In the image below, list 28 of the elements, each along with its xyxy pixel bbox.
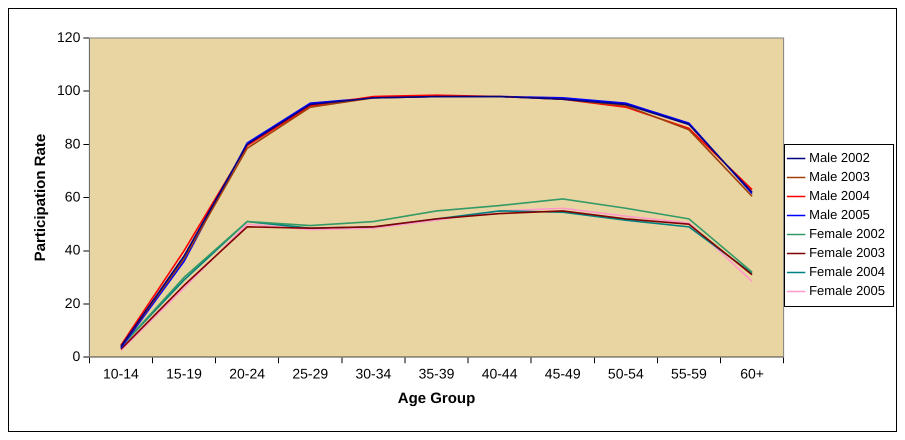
y-tick-label: 60 — [64, 188, 81, 204]
legend-label: Female 2003 — [809, 245, 886, 260]
x-tick-label: 30-34 — [355, 365, 392, 382]
y-axis-title: Participation Rate — [32, 134, 50, 262]
x-tick-label: 50-54 — [608, 365, 644, 382]
legend-label: Female 2005 — [809, 283, 886, 298]
x-tick-label: 10-14 — [103, 365, 140, 382]
y-tick-label: 20 — [64, 294, 81, 311]
legend-label: Female 2002 — [809, 226, 886, 242]
y-tick-label: 100 — [57, 82, 81, 98]
y-tick-label: 40 — [64, 242, 81, 258]
legend-label: Male 2002 — [809, 150, 870, 166]
x-tick-label: 40-44 — [482, 365, 518, 382]
y-tick-label: 120 — [57, 28, 81, 45]
legend-label: Male 2004 — [809, 188, 870, 204]
x-tick-label: 60+ — [740, 365, 764, 382]
y-tick-label: 0 — [72, 348, 81, 364]
legend-label: Male 2005 — [809, 207, 870, 222]
x-tick-label: 20-24 — [229, 365, 266, 382]
x-tick-label: 35-39 — [418, 365, 455, 382]
y-tick-label: 80 — [64, 135, 81, 152]
legend-label: Male 2003 — [809, 169, 870, 184]
legend-label: Female 2004 — [809, 264, 886, 280]
x-tick-label: 15-19 — [166, 365, 202, 382]
x-tick-label: 55-59 — [671, 365, 708, 382]
x-tick-label: 25-29 — [292, 365, 328, 382]
x-tick-label: 45-49 — [544, 365, 581, 382]
x-axis-title: Age Group — [398, 390, 476, 408]
